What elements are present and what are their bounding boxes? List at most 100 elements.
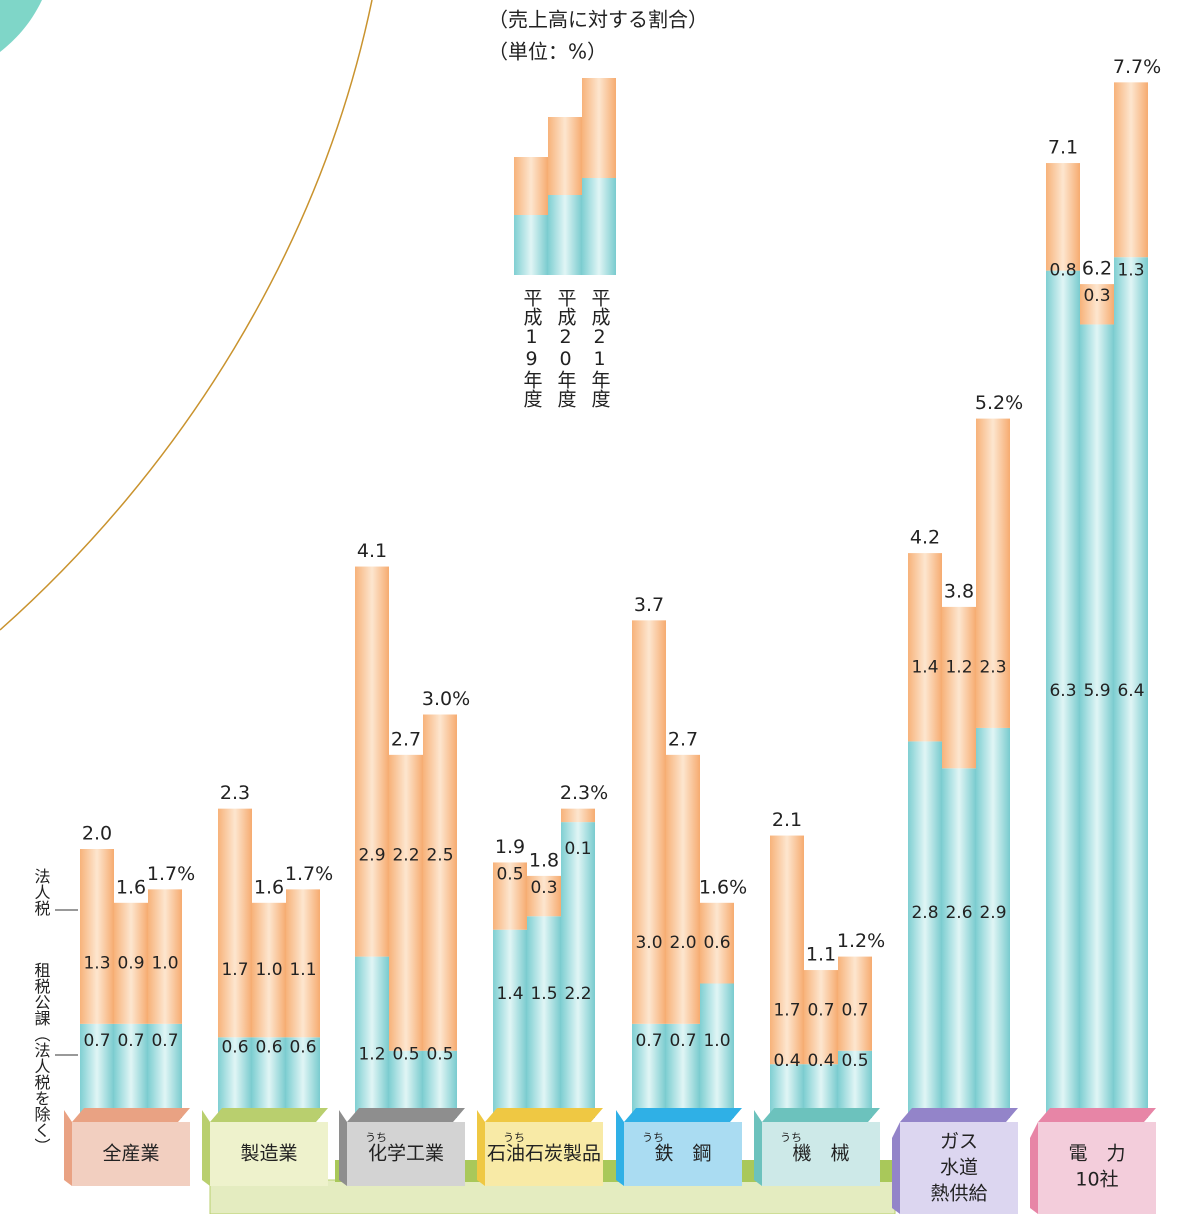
upper-label: 2.9	[358, 846, 385, 866]
lower-label: 2.8	[911, 903, 938, 923]
total-label: 7.7%	[1113, 56, 1161, 78]
upper-label: 1.0	[151, 953, 178, 973]
lower-label: 6.3	[1049, 681, 1076, 701]
category-label: 機 械	[792, 1143, 849, 1165]
upper-label: 1.2	[945, 657, 972, 677]
subtitle: （売上高に対する割合）	[488, 8, 708, 32]
lower-label: 1.0	[703, 1031, 730, 1051]
bar-upper	[770, 836, 804, 1065]
bar-upper	[908, 553, 942, 741]
decor-curve	[0, 0, 372, 630]
upper-label: 1.7	[773, 1000, 800, 1020]
lower-label: 0.5	[426, 1044, 453, 1064]
bar-lower	[561, 822, 595, 1118]
category-label: 熱供給	[930, 1183, 987, 1205]
lower-label: 0.7	[669, 1031, 696, 1051]
total-label: 4.2	[910, 527, 940, 549]
upper-label: 1.3	[1117, 261, 1144, 281]
lower-label: 0.7	[83, 1031, 110, 1051]
lower-label: 5.9	[1083, 681, 1110, 701]
total-label: 1.6	[116, 876, 146, 898]
bar-upper	[389, 755, 423, 1051]
chart: （売上高に対する割合） （単位：%） 平成19年度 平成20年度 平成21年度 …	[0, 0, 1195, 1214]
category-label: 全産業	[102, 1143, 159, 1165]
lower-label: 0.6	[255, 1038, 282, 1058]
upper-label: 0.6	[703, 933, 730, 953]
upper-label: 0.7	[841, 1000, 868, 1020]
lower-label: 0.5	[392, 1044, 419, 1064]
upper-label: 1.3	[83, 953, 110, 973]
bar-lower	[908, 741, 942, 1118]
category-label: 水道	[940, 1157, 978, 1179]
lower-label: 0.4	[773, 1051, 800, 1071]
total-label: 1.7%	[285, 863, 333, 885]
upper-label: 1.7	[221, 960, 248, 980]
category-label: 製造業	[240, 1143, 297, 1165]
total-label: 4.1	[357, 540, 387, 562]
legend-upper: 法人税	[32, 868, 51, 917]
lower-label: 2.9	[979, 903, 1006, 923]
upper-label: 1.0	[255, 960, 282, 980]
bar-upper	[632, 620, 666, 1024]
lower-label: 1.2	[358, 1044, 385, 1064]
lower-label: 2.6	[945, 903, 972, 923]
upper-label: 0.9	[117, 953, 144, 973]
upper-label: 3.0	[635, 933, 662, 953]
category-label: 石油石炭製品	[487, 1143, 601, 1165]
bar-upper	[1046, 163, 1080, 271]
bar-upper	[80, 849, 114, 1024]
upper-label: 0.3	[530, 878, 557, 898]
upper-label: 0.1	[564, 839, 591, 859]
upper-label: 0.5	[496, 864, 523, 884]
bar-lower	[527, 916, 561, 1118]
lower-label: 0.5	[841, 1051, 868, 1071]
total-label: 2.0	[82, 823, 112, 845]
legend-lower: 租税公課（法人税を除く）	[32, 962, 51, 1154]
legend-year: 平成20年度	[555, 288, 577, 408]
decor-corner	[0, 0, 42, 52]
upper-label: 0.3	[1083, 286, 1110, 306]
total-label: 3.7	[634, 594, 664, 616]
upper-label: 1.4	[911, 657, 938, 677]
lower-label: 2.2	[564, 984, 591, 1004]
category-label: 電 力	[1068, 1143, 1125, 1165]
lower-label: 0.6	[221, 1038, 248, 1058]
bar-upper	[561, 809, 595, 822]
total-label: 2.3%	[560, 782, 608, 804]
bar-upper	[218, 809, 252, 1038]
bar-upper	[1114, 82, 1148, 257]
lower-label: 0.6	[289, 1038, 316, 1058]
total-label: 7.1	[1048, 137, 1078, 159]
lower-label: 0.7	[635, 1031, 662, 1051]
bar-lower	[1080, 324, 1114, 1118]
category-label: 10社	[1075, 1169, 1118, 1191]
legend-sample	[514, 78, 616, 275]
legend-year: 平成19年度	[521, 288, 543, 408]
bar-upper	[666, 755, 700, 1024]
upper-label: 0.8	[1049, 261, 1076, 281]
lower-label: 0.7	[117, 1031, 144, 1051]
lower-label: 1.5	[530, 984, 557, 1004]
total-label: 2.1	[772, 809, 802, 831]
total-label: 2.7	[391, 728, 421, 750]
lower-label: 0.7	[151, 1031, 178, 1051]
category-label: 化学工業	[368, 1143, 444, 1165]
upper-label: 0.7	[807, 1000, 834, 1020]
total-label: 1.9	[495, 836, 525, 858]
total-label: 5.2%	[975, 392, 1023, 414]
total-label: 1.2%	[837, 930, 885, 952]
bar-lower	[493, 930, 527, 1118]
lower-label: 6.4	[1117, 681, 1144, 701]
bar-upper	[423, 715, 457, 1051]
bar-lower	[355, 957, 389, 1118]
lower-label: 1.4	[496, 984, 523, 1004]
upper-label: 2.5	[426, 846, 453, 866]
total-label: 6.2	[1082, 258, 1112, 280]
total-label: 2.3	[220, 782, 250, 804]
total-label: 1.1	[806, 944, 836, 966]
upper-label: 2.3	[979, 657, 1006, 677]
lower-label: 0.4	[807, 1051, 834, 1071]
total-label: 1.8	[529, 849, 559, 871]
bar-upper	[942, 607, 976, 768]
total-label: 2.7	[668, 728, 698, 750]
